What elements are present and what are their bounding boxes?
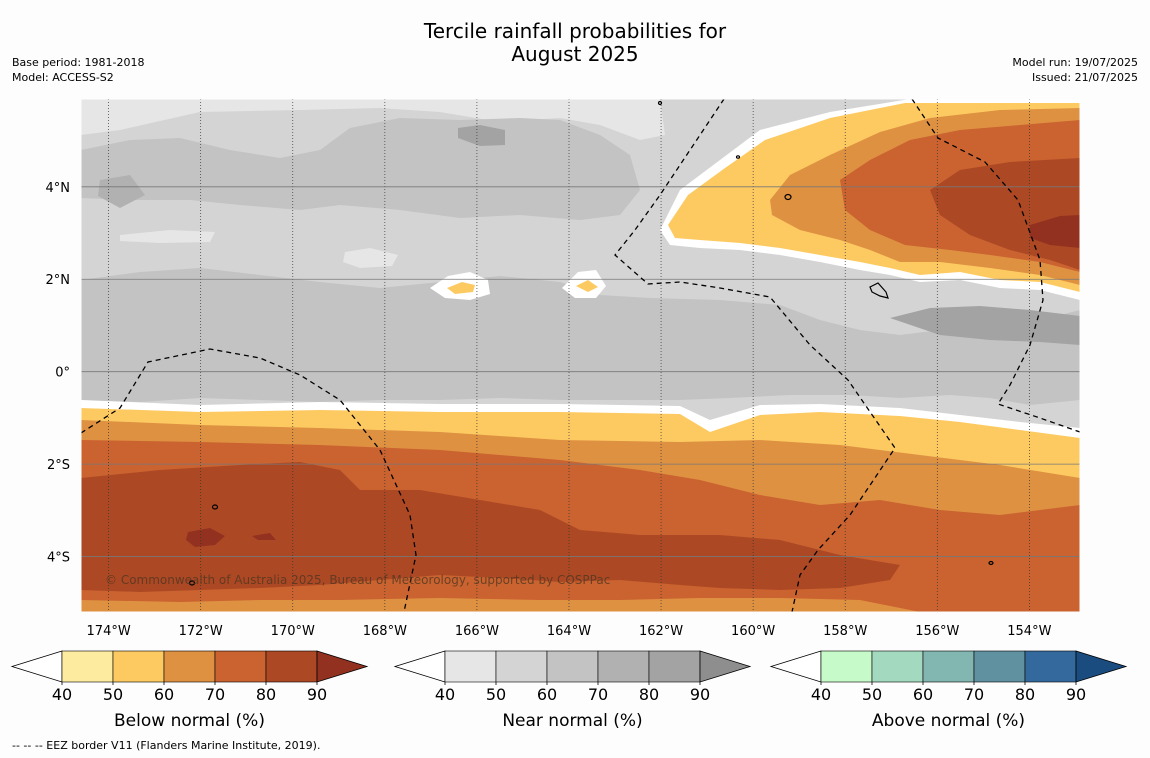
lat-tick-label: 0° [55,366,70,381]
island-kiritimati [869,282,889,299]
colorbar-segment [163,650,216,683]
colorbar-segment [61,650,114,683]
below-normal-ne-90 [1030,215,1080,248]
copyright-notice: © Commonwealth of Australia 2025, Bureau… [105,573,610,587]
islands [188,100,994,586]
eez-borders [81,99,1080,612]
colorbar-label: Below normal (%) [114,711,265,731]
below-normal-colorbar: 40 50 60 70 80 90 Below normal (%) [10,650,369,731]
lat-tick-label: 4°N [46,181,71,196]
lon-tick-label: 162°W [639,624,683,639]
colorbar-tick-label: 40 [435,685,455,704]
colorbar-label: Above normal (%) [872,711,1025,731]
meta-right: Model run: 19/07/2025 Issued: 21/07/2025 [1012,55,1138,85]
colorbar-tick-label: 80 [256,685,276,704]
eez-border-kiribati-east [911,99,1080,433]
model-run-text: Model run: 19/07/2025 [1012,56,1138,69]
eez-border-tokelau [81,348,417,612]
map-plot-area [81,99,1080,612]
colorbar-segment [648,650,701,683]
colorbars: 40 50 60 70 80 90 Below normal (%) 40 50 60 70 80 90… [10,650,1128,731]
colorbar-under-triangle [10,650,63,683]
colorbar-segment [444,650,497,683]
colorbar-segment [112,650,165,683]
longitude-tick-labels: 174°W 172°W 170°W 168°W 166°W 164°W 162°W 160°W… [87,624,1052,639]
colorbar-tick-label: 60 [913,685,933,704]
map-frame [80,98,1081,613]
colorbar-segment [820,650,873,683]
island-nukunonu [188,580,196,586]
colorbar-segment [973,650,1026,683]
lon-tick-label: 164°W [547,624,591,639]
near-normal-mid-band-equator [81,268,1080,405]
near-normal-light-streak [120,230,215,243]
map-title: Tercile rainfall probabilities for Augus… [0,20,1150,66]
colorbar-over-triangle [699,650,752,683]
colorbar-segment [1024,650,1077,683]
map-title-line1: Tercile rainfall probabilities for [423,19,727,43]
near-normal-patch-west [98,175,145,208]
lat-tick-label: 4°S [47,551,70,566]
colorbar-over-triangle [316,650,369,683]
meta-left: Base period: 1981-2018 Model: ACCESS-S2 [12,55,144,85]
colorbar-segment [871,650,924,683]
lat-tick-label: 2°S [47,458,70,473]
lon-tick-label: 166°W [455,624,499,639]
map-title-line2: August 2025 [511,42,639,66]
colorbar-tick-label: 80 [639,685,659,704]
colorbar-tick-label: 50 [862,685,882,704]
colorbar-tick-label: 40 [52,685,72,704]
colorbar-segment [495,650,548,683]
lon-tick-label: 154°W [1007,624,1051,639]
island-atafu [211,504,219,510]
colorbar-tick-label: 40 [811,685,831,704]
near-normal-dark-patch-north [458,125,505,146]
colorbar-segment [265,650,318,683]
near-normal-light-patch [81,99,665,140]
colorbar-tick-label: 90 [1066,685,1086,704]
colorbar-segment [546,650,599,683]
above-normal-colorbar: 40 50 60 70 80 90 Above normal (%) [769,650,1128,731]
lon-tick-label: 170°W [271,624,315,639]
colorbar-tick-label: 60 [537,685,557,704]
latitude-tick-labels: 4°N 2°N 0° 2°S 4°S [46,181,71,566]
lon-tick-label: 174°W [87,624,131,639]
colorbar-tick-label: 70 [588,685,608,704]
colorbar-tick-label: 70 [964,685,984,704]
lon-tick-label: 168°W [363,624,407,639]
island-tabuaeran [784,193,792,201]
below-normal-south-90 [186,528,225,547]
near-normal-colorbar: 40 50 60 70 80 90 Near normal (%) [393,650,752,731]
colorbar-under-triangle [769,650,822,683]
eez-footnote: -- -- -- EEZ border V11 (Flanders Marine… [12,739,321,752]
colorbar-over-triangle [1075,650,1128,683]
colorbar-tick-label: 90 [307,685,327,704]
lon-tick-label: 156°W [915,624,959,639]
colorbar-tick-label: 90 [690,685,710,704]
colorbar-under-triangle [393,650,446,683]
below-normal-south-80 [81,462,900,592]
lat-tick-label: 2°N [46,273,71,288]
latitude-gridlines [81,186,1080,557]
colorbar-tick-label: 50 [486,685,506,704]
lon-tick-label: 172°W [179,624,223,639]
colorbar-segment [922,650,975,683]
lon-tick-label: 160°W [731,624,775,639]
colorbar-tick-label: 50 [103,685,123,704]
eez-border-kiribati-west [614,99,896,612]
colorbar-segment [597,650,650,683]
near-normal-light-spot [343,248,398,268]
model-text: Model: ACCESS-S2 [12,71,114,84]
colorbar-tick-label: 70 [205,685,225,704]
colorbar-label: Near normal (%) [502,711,642,731]
issued-text: Issued: 21/07/2025 [1031,71,1138,84]
colorbar-tick-label: 80 [1015,685,1035,704]
colorbar-segment [214,650,267,683]
base-period-text: Base period: 1981-2018 [12,56,145,69]
colorbar-tick-label: 60 [154,685,174,704]
island-malden [988,560,994,566]
lon-tick-label: 158°W [823,624,867,639]
